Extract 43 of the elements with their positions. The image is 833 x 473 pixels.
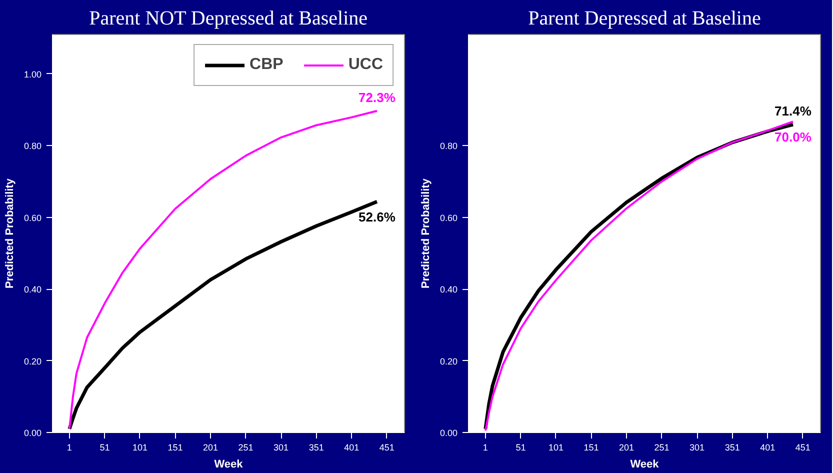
y-tick-label: 0.40 bbox=[440, 284, 458, 295]
x-tick-label: 351 bbox=[308, 442, 324, 452]
x-tick-label: 151 bbox=[584, 442, 599, 452]
x-tick-label: 451 bbox=[379, 442, 394, 452]
x-tick-label: 251 bbox=[238, 442, 254, 452]
x-tick-label: 1 bbox=[482, 442, 488, 452]
x-tick-label: 51 bbox=[100, 442, 110, 452]
x-tick-label: 301 bbox=[690, 442, 705, 452]
x-axis-title: Week bbox=[214, 458, 244, 470]
x-tick-label: 351 bbox=[724, 442, 740, 452]
x-tick-label: 101 bbox=[132, 442, 148, 452]
x-tick-label: 401 bbox=[344, 442, 360, 452]
y-tick-label: 0.60 bbox=[24, 212, 42, 223]
x-axis-title: Week bbox=[630, 458, 660, 470]
annotation: 70.0% bbox=[774, 130, 812, 145]
x-tick-label: 401 bbox=[760, 442, 776, 452]
y-tick-label: 0.00 bbox=[24, 428, 42, 438]
x-tick-label: 51 bbox=[516, 442, 526, 452]
x-tick-label: 101 bbox=[548, 442, 564, 452]
y-tick-label: 0.60 bbox=[440, 212, 458, 223]
annotation: 71.4% bbox=[774, 104, 812, 118]
legend-label: CBP bbox=[250, 56, 284, 74]
y-tick-label: 0.80 bbox=[440, 141, 458, 152]
x-tick-label: 201 bbox=[203, 442, 218, 452]
chart-title: Parent NOT Depressed at Baseline bbox=[89, 8, 368, 30]
y-tick-label: 0.80 bbox=[24, 141, 42, 152]
y-tick-label: 0.40 bbox=[24, 284, 42, 295]
y-tick-label: 0.20 bbox=[440, 356, 458, 366]
y-tick-label: 1.00 bbox=[24, 69, 42, 80]
y-axis-title: Predicted Probability bbox=[4, 178, 16, 289]
y-tick-label: 0.00 bbox=[440, 428, 458, 438]
annotation: 72.3% bbox=[358, 90, 396, 105]
x-tick-label: 451 bbox=[795, 442, 810, 452]
x-tick-label: 301 bbox=[274, 442, 289, 452]
x-tick-label: 1 bbox=[66, 442, 72, 452]
legend-label: UCC bbox=[348, 56, 383, 74]
x-tick-label: 251 bbox=[654, 442, 670, 452]
x-tick-label: 151 bbox=[168, 442, 183, 452]
y-tick-label: 0.20 bbox=[24, 356, 42, 366]
y-axis-title: Predicted Probability bbox=[420, 178, 432, 289]
annotation: 52.6% bbox=[358, 210, 396, 225]
chart-title: Parent Depressed at Baseline bbox=[528, 8, 761, 30]
x-tick-label: 201 bbox=[619, 442, 634, 452]
